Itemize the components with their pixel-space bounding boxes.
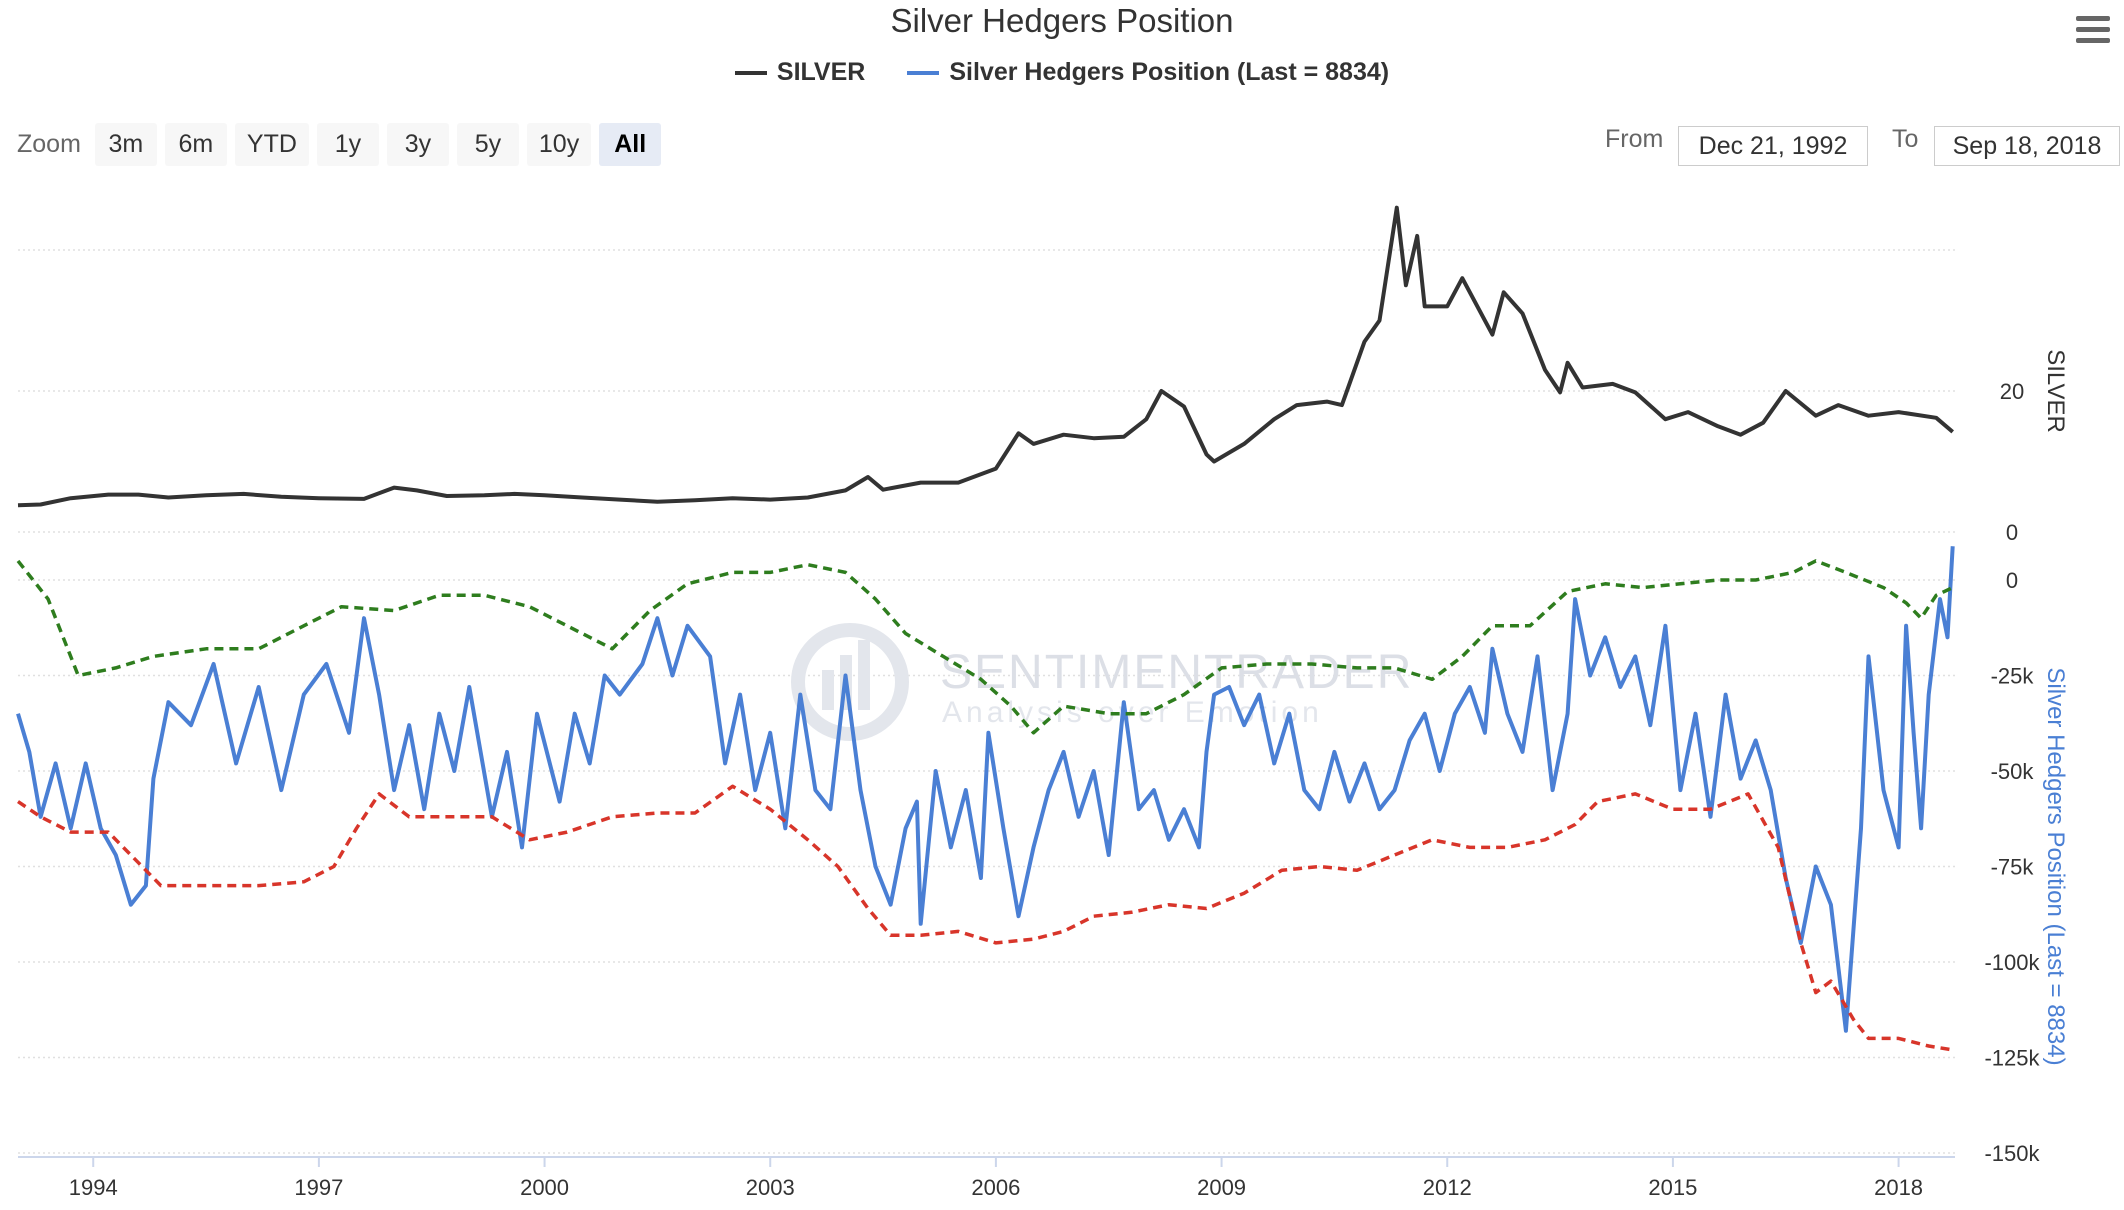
y-tick-label: -150k <box>1984 1141 2040 1166</box>
y-axis-title: Silver Hedgers Position (Last = 8834) <box>2042 667 2069 1065</box>
zoom-label: Zoom <box>17 130 81 158</box>
from-date-input[interactable]: Dec 21, 1992 <box>1678 126 1868 166</box>
x-tick-label: 2015 <box>1648 1175 1697 1200</box>
y-tick-label: 0 <box>2006 520 2018 545</box>
legend-label-silver: SILVER <box>776 58 866 86</box>
y-tick-label: -75k <box>1991 855 2035 880</box>
legend-item-silver[interactable]: SILVER <box>734 58 866 87</box>
x-tick-label: 2006 <box>971 1175 1020 1200</box>
x-tick-label: 2018 <box>1874 1175 1923 1200</box>
watermark-name: SENTIMENTRADER <box>940 646 1413 699</box>
zoom-3m-button[interactable]: 3m <box>94 123 157 166</box>
from-label: From <box>1605 125 1664 153</box>
zoom-3y-button[interactable]: 3y <box>386 123 449 166</box>
series-line[interactable] <box>16 546 1955 1033</box>
zoom-all-button[interactable]: All <box>599 123 662 166</box>
zoom-ytd-button[interactable]: YTD <box>234 123 309 166</box>
band-series-line[interactable] <box>17 784 1953 1052</box>
legend: SILVER Silver Hedgers Position (Last = 8… <box>0 58 2124 87</box>
x-tick-label: 1997 <box>294 1175 343 1200</box>
zoom-5y-button[interactable]: 5y <box>456 123 519 166</box>
zoom-10y-button[interactable]: 10y <box>526 123 592 166</box>
y-tick-label: -125k <box>1984 1046 2040 1071</box>
x-tick-label: 1994 <box>69 1175 118 1200</box>
y-tick-label: -25k <box>1991 664 2035 689</box>
legend-item-hedgers[interactable]: Silver Hedgers Position (Last = 8834) <box>907 58 1389 87</box>
series-line[interactable] <box>17 205 1954 508</box>
y-tick-label: -100k <box>1984 950 2040 975</box>
y-axis-title: SILVER <box>2042 349 2069 433</box>
zoom-bar: Zoom 3m 6m YTD 1y 3y 5y 10y All <box>17 123 662 166</box>
hamburger-menu-icon[interactable] <box>2076 16 2110 46</box>
zoom-1y-button[interactable]: 1y <box>316 123 379 166</box>
x-tick-label: 2000 <box>520 1175 569 1200</box>
legend-label-hedgers: Silver Hedgers Position (Last = 8834) <box>949 58 1390 86</box>
x-tick-label: 2012 <box>1423 1175 1472 1200</box>
chart-title: Silver Hedgers Position <box>890 2 1234 39</box>
band-series-line[interactable] <box>16 559 1954 735</box>
y-tick-label: -50k <box>1991 759 2035 784</box>
zoom-6m-button[interactable]: 6m <box>164 123 227 166</box>
y-tick-label: 20 <box>2000 379 2024 404</box>
legend-swatch-silver <box>734 70 767 75</box>
y-tick-label: 0 <box>2006 568 2018 593</box>
x-tick-label: 2003 <box>746 1175 795 1200</box>
sentimentrader-watermark: SENTIMENTRADER Analysis over Emotion <box>791 623 1413 741</box>
legend-swatch-hedgers <box>907 70 940 75</box>
x-tick-label: 2009 <box>1197 1175 1246 1200</box>
to-label: To <box>1892 125 1919 153</box>
to-date-input[interactable]: Sep 18, 2018 <box>1934 126 2120 166</box>
